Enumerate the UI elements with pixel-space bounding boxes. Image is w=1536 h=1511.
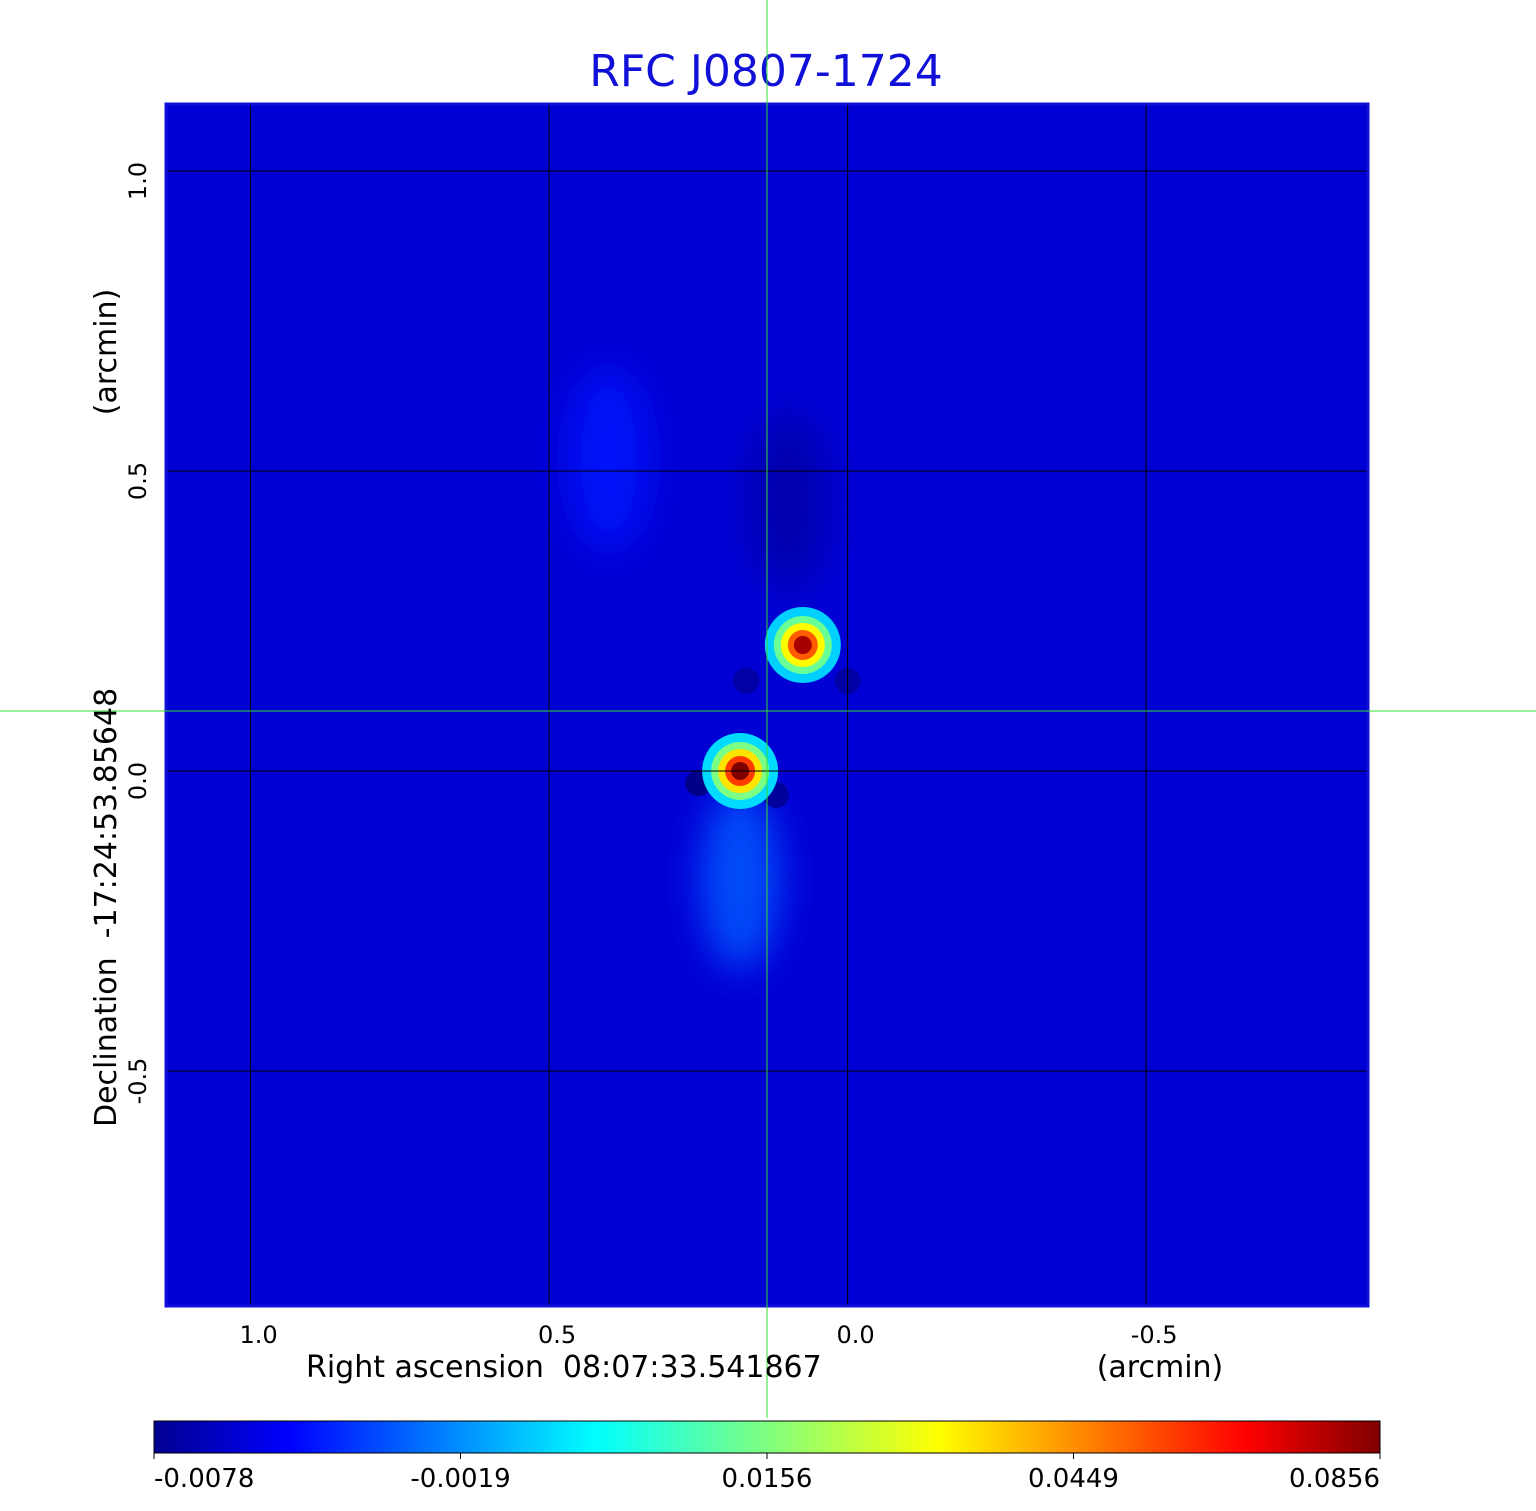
- colorbar-tick-label: 0.0856: [1289, 1464, 1380, 1494]
- x-axis-label: Right ascension 08:07:33.541867: [306, 1350, 822, 1385]
- y-axis-units: (arcmin): [89, 289, 124, 416]
- colorbar-tick-label: 0.0449: [1028, 1464, 1119, 1494]
- x-tick-label: -0.5: [1131, 1321, 1178, 1349]
- x-tick-labels: 1.0 0.5 0.0 -0.5: [239, 1321, 1177, 1349]
- extended-feature: [700, 789, 781, 969]
- y-tick-label: 0.0: [124, 762, 152, 800]
- x-tick-label: 0.0: [837, 1321, 875, 1349]
- colorbar-ticks: -0.0078 -0.0019 0.0156 0.0449 0.0856: [153, 1453, 1381, 1494]
- y-tick-label: -0.5: [124, 1058, 152, 1105]
- y-tick-label: 1.0: [124, 162, 152, 200]
- extended-feature: [568, 369, 649, 549]
- x-tick-label: 0.5: [538, 1321, 576, 1349]
- colorbar-tick-label: -0.0078: [154, 1464, 254, 1494]
- chart-title: RFC J0807-1724: [589, 46, 942, 97]
- y-axis-label: Declination -17:24:53.85648: [89, 688, 124, 1127]
- extended-emission: [568, 369, 828, 969]
- x-axis-units: (arcmin): [1097, 1350, 1224, 1385]
- x-tick-label: 1.0: [239, 1321, 277, 1349]
- source-component: [764, 607, 841, 683]
- negative-sidelobe: [733, 668, 760, 694]
- colorbar-tick-label: 0.0156: [722, 1464, 813, 1494]
- source-contour: [793, 636, 812, 654]
- y-tick-labels: 1.0 0.5 0.0 -0.5: [124, 162, 152, 1105]
- colorbar: [153, 1420, 1381, 1454]
- crosshair: [0, 0, 1536, 1418]
- extended-feature: [747, 411, 828, 591]
- y-tick-label: 0.5: [124, 462, 152, 500]
- colorbar-tick-label: -0.0019: [410, 1464, 510, 1494]
